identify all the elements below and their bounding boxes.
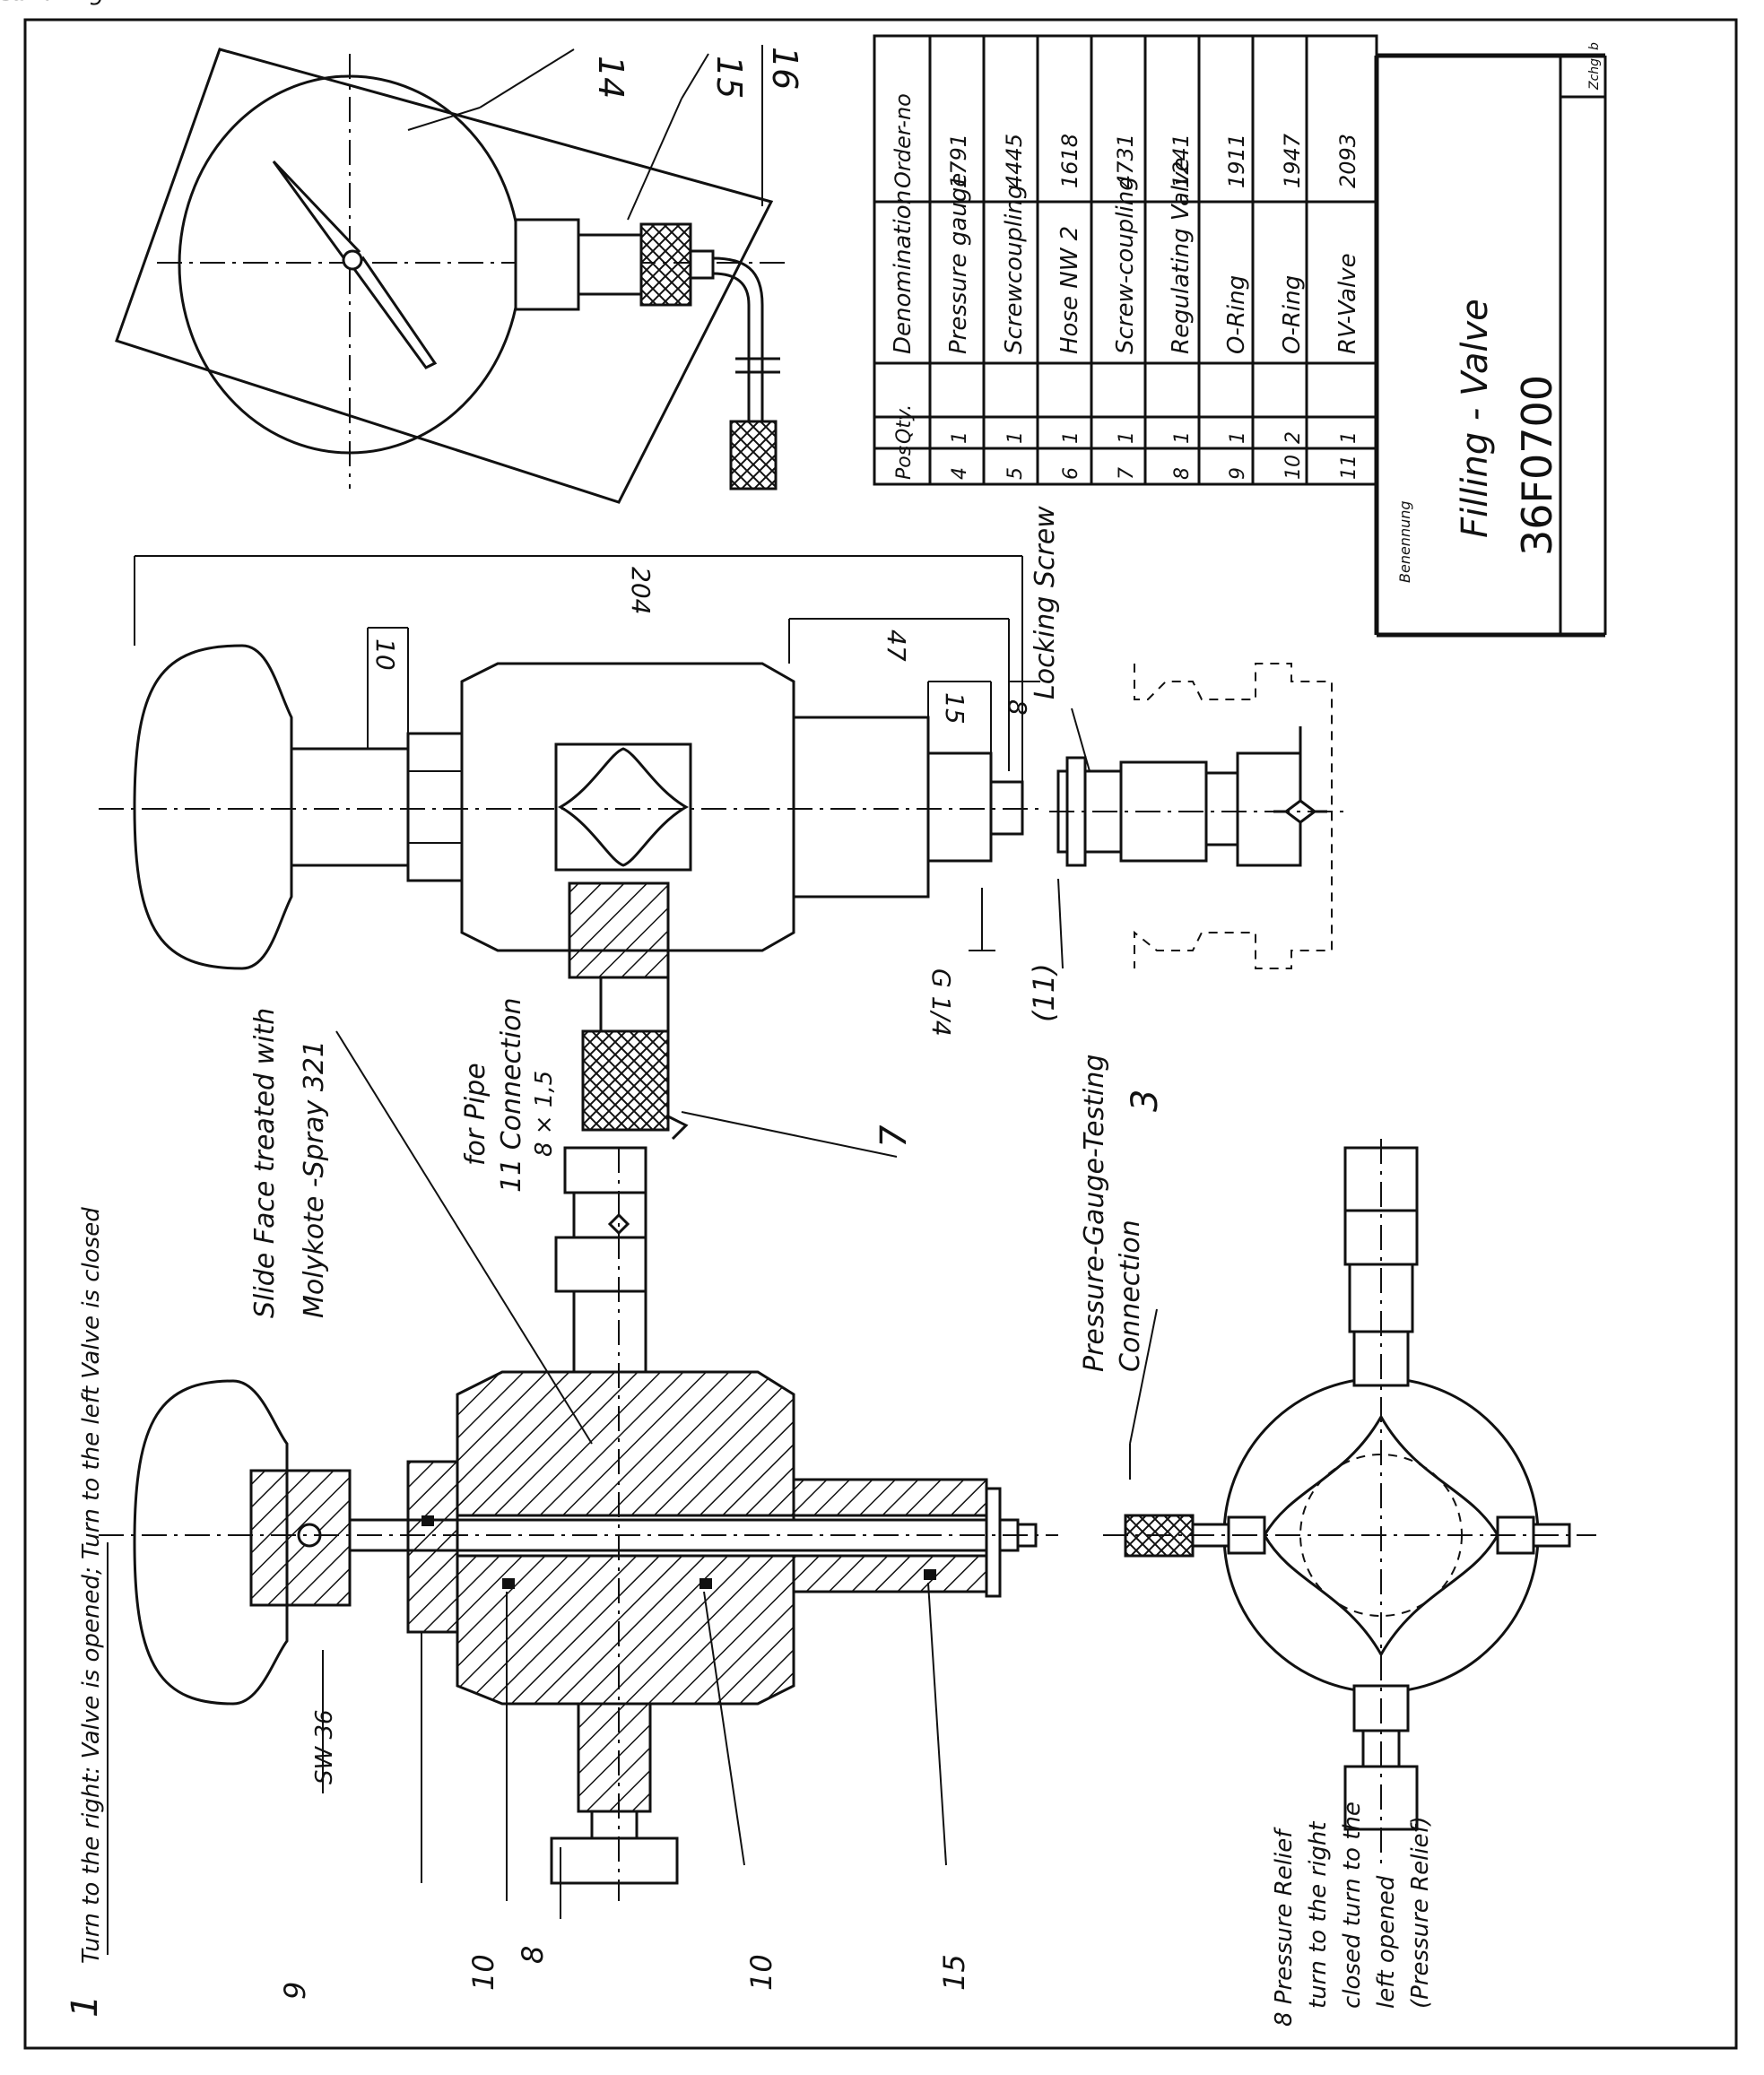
table-header: Qty.	[893, 404, 916, 444]
table-cell: 1	[1227, 431, 1249, 444]
table-cell: 1911	[1224, 134, 1249, 188]
table-cell: 6	[1060, 467, 1082, 480]
table-cell: 7	[1116, 467, 1138, 480]
table-cell: Pressure gauge	[945, 173, 972, 354]
table-cell: 4445	[1002, 134, 1027, 188]
locking-screw-label: Locking Screw	[1030, 506, 1061, 699]
callout-10a: 10	[466, 1954, 500, 1991]
drawing-title: Filling - Valve	[1455, 299, 1496, 538]
pipe-note-3: 8 × 1,5	[531, 1071, 558, 1157]
table-cell: Hose NW 2	[1056, 226, 1083, 354]
table-header: Denomination	[890, 190, 917, 354]
table-cell: Screwcoupling	[1001, 185, 1028, 354]
table-cell: Usit Ring	[0, 0, 105, 6]
thread-label: G 1/4	[926, 968, 956, 1037]
callout-7: 7	[873, 1124, 915, 1148]
pressure-gauge-view: 14 15 16	[115, 45, 804, 504]
table-cell: 10	[1282, 455, 1305, 480]
pipe-note-1: for Pipe	[460, 1063, 491, 1166]
callout-9: 9	[278, 1982, 312, 2000]
callout-16: 16	[765, 47, 804, 90]
table-cell: 8	[1171, 467, 1194, 480]
callout-10b: 10	[744, 1954, 778, 1991]
table-cell: 11	[1338, 455, 1360, 480]
table-cell: 1618	[1057, 134, 1082, 188]
slide-face-note-1: Slide Face treated with	[249, 1008, 281, 1318]
table-cell: 15	[0, 0, 25, 5]
table-cell: 1791	[946, 134, 971, 188]
callout-14: 14	[591, 56, 630, 99]
sw-label: SW 36	[311, 1709, 338, 1784]
callout-11: (11)	[1027, 963, 1061, 1022]
table-header: Order-no	[891, 93, 916, 188]
dim-47: 47	[882, 629, 911, 662]
table-cell: 2	[1282, 431, 1305, 444]
callout-15: 15	[937, 1954, 971, 1991]
pipe-note-2: 11 Connection	[496, 998, 527, 1193]
relief-note-1: 8 Pressure Relief	[1271, 1827, 1298, 2027]
table-cell: O-Ring	[1279, 275, 1306, 354]
table-cell: O-Ring	[1223, 275, 1250, 354]
table-cell: 1	[1060, 431, 1082, 444]
valve-front-view: Pressure-Gauge-Testing Connection 3 8 Pr…	[1079, 1055, 1596, 2027]
title-block: Benennung Filling - Valve 36F0700 Zchg. …	[1374, 42, 1607, 638]
dim-15: 15	[940, 692, 969, 725]
table-cell: 1	[1116, 431, 1138, 444]
callout-8: 8	[516, 1946, 550, 1964]
relief-note-5: (Pressure Relief)	[1407, 1816, 1434, 2009]
table-cell: 3216	[0, 0, 55, 5]
table-cell: 1	[1338, 431, 1360, 444]
table-cell: Regulating Valve	[1168, 157, 1195, 354]
callout-3: 3	[1125, 1090, 1166, 1112]
table-cell: 9	[1227, 467, 1249, 480]
title-label: Benennung	[1396, 500, 1413, 583]
table-cell: Screw-coupling	[1112, 176, 1139, 354]
callout-15-gauge: 15	[709, 56, 749, 99]
valve-section-view: 9 10 8 10 15 SW 36 Slide Face treated wi…	[65, 998, 1058, 2018]
table-cell: 1241	[1169, 134, 1194, 188]
gauge-testing-note-2: Connection	[1115, 1220, 1146, 1372]
sheet-border	[23, 18, 1738, 2050]
drawing-number: 36F0700	[1513, 375, 1561, 556]
table-cell: RV-Valve	[1334, 253, 1361, 354]
table-cell: 4731	[1113, 134, 1138, 188]
dim-204: 204	[626, 567, 656, 614]
valve-side-view: 204 47 10 15 8 G 1/4 Locking Screw (11) …	[99, 506, 1345, 1158]
table-cell: 1	[1171, 431, 1194, 444]
table-header: Pos	[893, 446, 916, 480]
table-cell: 1	[0, 0, 13, 5]
table-cell: 1	[949, 431, 971, 444]
dim-10: 10	[370, 638, 400, 671]
relief-note-2: turn to the right	[1305, 1821, 1332, 2009]
turn-note: Turn to the right: Valve is opened; Turn…	[78, 1207, 105, 1964]
callout-1: 1	[65, 1995, 106, 2018]
zeichnung-label: Zchg. b	[1587, 42, 1602, 91]
relief-note-4: left opened	[1373, 1875, 1400, 2009]
dim-8: 8	[1003, 699, 1032, 716]
table-cell: 4	[949, 467, 971, 480]
table-cell: 2093	[1335, 134, 1360, 188]
gauge-testing-note-1: Pressure-Gauge-Testing	[1079, 1055, 1110, 1372]
table-cell: 1	[1004, 431, 1027, 444]
relief-note-3: closed turn to the	[1339, 1802, 1366, 2009]
table-cell: 1947	[1280, 133, 1305, 188]
slide-face-note-2: Molykote -Spray 321	[299, 1040, 330, 1318]
table-cell: 5	[1004, 467, 1027, 480]
